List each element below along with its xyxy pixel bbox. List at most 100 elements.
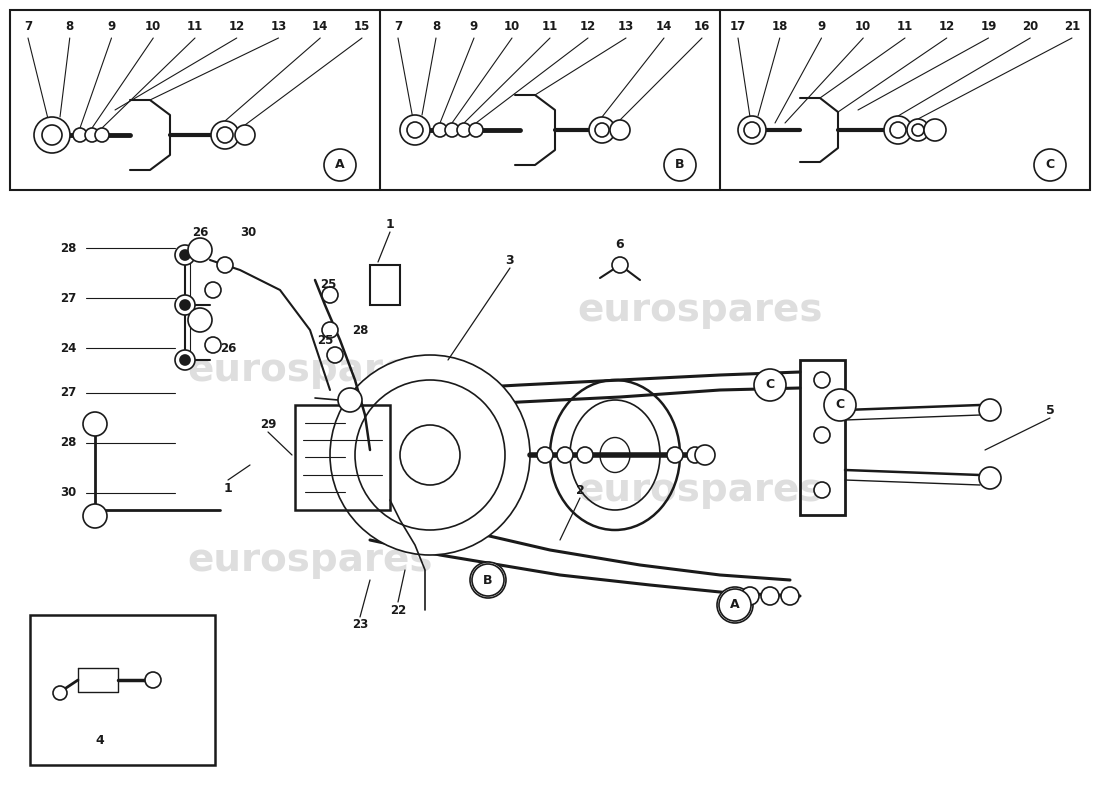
Circle shape [744, 122, 760, 138]
Circle shape [324, 149, 356, 181]
Circle shape [908, 119, 930, 141]
Circle shape [175, 350, 195, 370]
Bar [370, 265, 400, 305]
Text: A: A [730, 598, 740, 611]
Circle shape [145, 672, 161, 688]
Text: 4: 4 [96, 734, 104, 746]
Circle shape [469, 123, 483, 137]
Text: 9: 9 [817, 19, 826, 33]
Text: 2: 2 [575, 483, 584, 497]
Circle shape [217, 257, 233, 273]
Circle shape [588, 117, 615, 143]
Text: 30: 30 [240, 226, 256, 238]
Bar [800, 360, 845, 515]
Circle shape [738, 116, 766, 144]
Circle shape [924, 119, 946, 141]
Circle shape [719, 589, 751, 621]
Circle shape [82, 412, 107, 436]
Circle shape [446, 123, 459, 137]
Circle shape [610, 120, 630, 140]
Text: 9: 9 [470, 19, 478, 33]
Circle shape [355, 380, 505, 530]
Text: 19: 19 [980, 19, 997, 33]
Circle shape [912, 124, 924, 136]
Circle shape [433, 123, 447, 137]
Text: eurospares: eurospares [187, 351, 432, 389]
Text: 8: 8 [66, 19, 74, 33]
Circle shape [180, 250, 190, 260]
Circle shape [664, 149, 696, 181]
Circle shape [688, 447, 703, 463]
Circle shape [205, 282, 221, 298]
Circle shape [824, 389, 856, 421]
Text: 16: 16 [694, 19, 711, 33]
Text: 14: 14 [312, 19, 329, 33]
Circle shape [175, 245, 195, 265]
Text: 27: 27 [59, 291, 76, 305]
Circle shape [814, 427, 830, 443]
Circle shape [188, 238, 212, 262]
Circle shape [667, 447, 683, 463]
Text: 11: 11 [896, 19, 913, 33]
Text: B: B [675, 158, 684, 171]
Circle shape [85, 128, 99, 142]
Circle shape [979, 467, 1001, 489]
Text: 6: 6 [616, 238, 625, 251]
Text: 17: 17 [730, 19, 746, 33]
Circle shape [327, 347, 343, 363]
Text: C: C [1045, 158, 1055, 171]
Text: 1: 1 [223, 482, 232, 494]
Circle shape [537, 447, 553, 463]
Text: 28: 28 [59, 242, 76, 254]
Text: 30: 30 [59, 486, 76, 499]
Circle shape [180, 355, 190, 365]
Text: B: B [483, 574, 493, 586]
Circle shape [34, 117, 70, 153]
Circle shape [205, 337, 221, 353]
Circle shape [73, 128, 87, 142]
Circle shape [741, 587, 759, 605]
Circle shape [407, 122, 424, 138]
Text: 8: 8 [432, 19, 440, 33]
Text: 5: 5 [1046, 403, 1055, 417]
Text: 26: 26 [220, 342, 236, 354]
Circle shape [330, 355, 530, 555]
Circle shape [95, 128, 109, 142]
Circle shape [53, 686, 67, 700]
Circle shape [338, 388, 362, 412]
Circle shape [695, 445, 715, 465]
Text: eurospares: eurospares [578, 471, 823, 509]
Text: 1: 1 [386, 218, 395, 231]
Text: 11: 11 [542, 19, 558, 33]
Text: 21: 21 [1064, 19, 1080, 33]
Text: 13: 13 [271, 19, 287, 33]
Circle shape [472, 564, 504, 596]
Circle shape [1034, 149, 1066, 181]
Circle shape [188, 308, 212, 332]
Circle shape [82, 504, 107, 528]
Text: A: A [336, 158, 344, 171]
Text: C: C [835, 398, 845, 411]
Text: 25: 25 [317, 334, 333, 346]
Text: 26: 26 [191, 226, 208, 238]
Circle shape [578, 447, 593, 463]
Bar [10, 10, 1090, 190]
Text: 3: 3 [506, 254, 515, 266]
Circle shape [42, 125, 62, 145]
Circle shape [979, 399, 1001, 421]
Text: 10: 10 [504, 19, 520, 33]
Text: 22: 22 [389, 603, 406, 617]
Circle shape [761, 587, 779, 605]
Bar [30, 615, 214, 765]
Text: 12: 12 [229, 19, 245, 33]
Circle shape [814, 372, 830, 388]
Text: 7: 7 [24, 19, 32, 33]
Circle shape [884, 116, 912, 144]
Text: 9: 9 [108, 19, 115, 33]
Circle shape [322, 322, 338, 338]
Text: 15: 15 [354, 19, 371, 33]
Circle shape [175, 295, 195, 315]
Circle shape [612, 257, 628, 273]
Circle shape [180, 300, 190, 310]
Text: 13: 13 [618, 19, 634, 33]
